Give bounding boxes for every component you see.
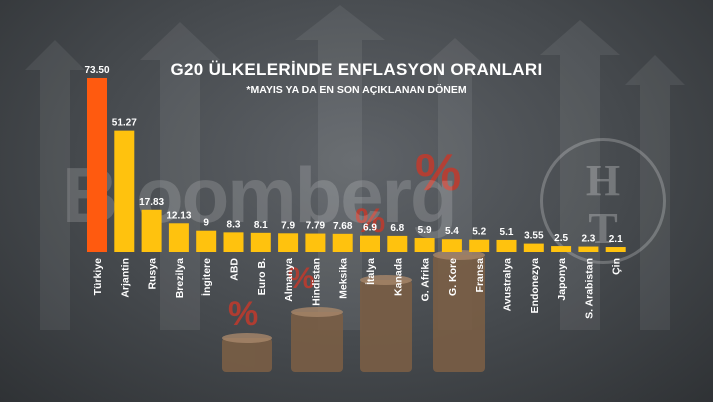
category-label-0: Türkiye: [92, 258, 104, 296]
bar-2: [141, 209, 162, 252]
bar-10: [360, 235, 380, 252]
value-label-14: 5.2: [472, 227, 486, 238]
value-label-8: 7.79: [306, 221, 326, 232]
bar-11: [387, 235, 408, 252]
chart-subtitle: *MAYIS YA DA EN SON AÇIKLANAN DÖNEM: [246, 84, 467, 96]
bar-14: [469, 239, 490, 252]
category-label-17: Japonya: [556, 258, 568, 301]
ht-logo-top: H: [585, 156, 621, 205]
category-label-19: Çin: [611, 258, 623, 275]
percent-symbols: % % % %: [228, 144, 461, 333]
bar-13: [441, 239, 462, 252]
category-label-11: Kanada: [392, 258, 404, 296]
category-label-3: Brezilya: [174, 258, 186, 298]
value-label-11: 6.8: [390, 223, 404, 234]
value-label-1: 51.27: [112, 118, 137, 129]
bar-4: [196, 230, 217, 252]
bar-0: [87, 78, 107, 252]
svg-text:%: %: [355, 202, 385, 240]
category-label-6: Euro B.: [256, 258, 268, 295]
value-label-12: 5.9: [418, 225, 432, 236]
coin-stacks: [222, 255, 485, 372]
bar-3: [168, 223, 189, 252]
value-label-5: 8.3: [227, 219, 241, 230]
category-label-16: Endonezya: [529, 258, 541, 314]
svg-text:%: %: [288, 262, 315, 295]
bar-6: [250, 232, 271, 252]
value-label-9: 7.68: [333, 221, 353, 232]
bar-19: [605, 247, 626, 252]
category-label-2: Rusya: [147, 258, 159, 290]
value-label-13: 5.4: [445, 226, 459, 237]
category-label-15: Avustralya: [502, 258, 514, 311]
bar-12: [414, 238, 435, 252]
value-label-19: 2.1: [609, 234, 623, 245]
value-label-7: 7.9: [281, 220, 295, 231]
bar-5: [223, 232, 244, 252]
bar-16: [523, 243, 544, 252]
value-label-17: 2.5: [554, 233, 568, 244]
value-label-6: 8.1: [254, 220, 268, 231]
value-label-18: 2.3: [581, 234, 595, 245]
category-label-9: Meksika: [338, 258, 350, 299]
ht-logo-bottom: T: [588, 204, 618, 253]
category-label-12: G. Afrika: [420, 258, 432, 302]
value-label-3: 12.13: [166, 210, 191, 221]
category-label-10: İtalya: [364, 258, 377, 285]
value-label-0: 73.50: [84, 65, 109, 76]
bar-15: [496, 239, 517, 252]
category-label-13: G. Kore: [447, 258, 459, 296]
value-label-16: 3.55: [524, 231, 544, 242]
bar-9: [332, 233, 353, 252]
category-label-14: Fransa: [474, 258, 486, 293]
chart-title: G20 ÜLKELERİNDE ENFLASYON ORANLARI: [170, 60, 543, 79]
ht-logo: H T: [540, 138, 666, 264]
bar-1: [114, 130, 135, 252]
bar-8: [305, 233, 326, 252]
category-label-8: Hindistan: [310, 258, 322, 306]
value-label-10: 6.9: [363, 223, 377, 234]
bar-18: [578, 246, 599, 252]
category-label-1: Arjantin: [119, 258, 131, 298]
svg-text:%: %: [415, 144, 461, 202]
category-label-4: İngitere: [200, 258, 213, 296]
value-label-2: 17.83: [139, 197, 164, 208]
category-label-7: Almanya: [283, 258, 295, 302]
bar-7: [278, 233, 299, 252]
category-label-18: S. Arabistan: [583, 258, 595, 319]
category-label-5: ABD: [229, 258, 241, 281]
bar-17: [551, 246, 572, 252]
value-label-4: 9: [203, 218, 209, 229]
value-label-15: 5.1: [500, 227, 514, 238]
svg-text:%: %: [228, 295, 258, 333]
